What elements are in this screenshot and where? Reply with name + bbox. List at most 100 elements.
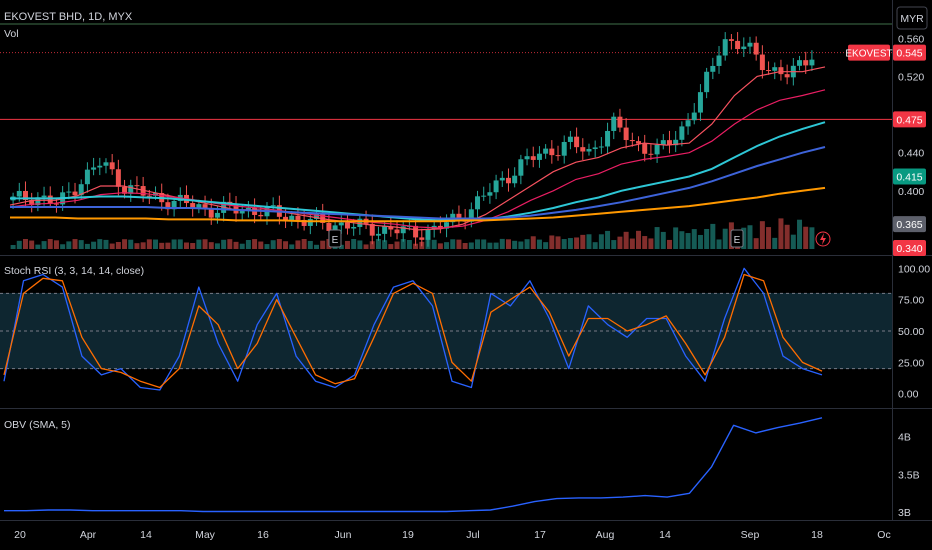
candle-body — [375, 233, 381, 236]
price-tag — [893, 240, 926, 256]
candle-body — [580, 147, 586, 152]
stoch-rsi-pane[interactable] — [0, 267, 892, 391]
time-tick-label: Aug — [596, 529, 615, 541]
volume-bar — [759, 221, 765, 249]
candle-body — [72, 191, 78, 196]
volume-bar — [772, 237, 778, 249]
candle-body — [753, 42, 759, 55]
time-tick-label: 14 — [140, 529, 152, 541]
volume-bar — [301, 239, 307, 249]
candle-body — [444, 222, 450, 229]
symbol-tag-label: EKOVEST — [845, 49, 892, 60]
volume-bar — [134, 243, 140, 249]
time-tick-label: 17 — [534, 529, 546, 541]
volume-bar — [245, 239, 251, 249]
candle-body — [592, 147, 598, 150]
volume-bar — [97, 239, 103, 249]
volume-bar — [679, 231, 685, 249]
volume-bar — [605, 230, 611, 249]
price-tick-label: 0.560 — [898, 33, 924, 45]
volume-bar — [66, 241, 72, 249]
candle-body — [47, 195, 53, 204]
candle-body — [394, 229, 400, 234]
volume-bar — [747, 225, 753, 249]
candle-body — [574, 136, 580, 148]
volume-bar — [530, 236, 536, 249]
candle-body — [388, 226, 394, 230]
candle-body — [456, 213, 462, 219]
volume-bar — [611, 240, 617, 249]
ma-line-ema10 — [9, 66, 826, 231]
symbol-tag — [848, 44, 890, 61]
candle-body — [283, 216, 289, 221]
candle-body — [598, 146, 604, 148]
volume-bar — [784, 224, 790, 249]
volume-bar — [592, 242, 598, 249]
volume-bar — [710, 223, 716, 249]
volume-bar — [753, 238, 759, 249]
earnings-event-marker: E — [328, 229, 342, 248]
candle-body — [475, 196, 481, 210]
volume-bar — [567, 238, 573, 249]
stoch-tick-label: 50.00 — [898, 326, 924, 338]
ma-line-ema200 — [10, 146, 826, 220]
obv-tick-label: 3.5B — [898, 469, 920, 481]
currency-label: MYR — [900, 13, 924, 25]
candle-body — [468, 209, 474, 222]
candle-body — [660, 140, 666, 145]
candle-body — [636, 141, 642, 144]
candle-body — [202, 204, 208, 209]
volume-bar — [468, 242, 474, 249]
time-tick-label: Jun — [335, 529, 352, 541]
volume-bar — [388, 244, 394, 249]
time-tick-label: 14 — [659, 529, 671, 541]
candle-body — [648, 153, 654, 155]
volume-bar — [72, 239, 78, 249]
volume-bar — [481, 239, 487, 249]
candle-body — [425, 229, 431, 240]
candle-body — [295, 215, 301, 220]
stoch-rsi-label: Stoch RSI (3, 3, 14, 14, close) — [4, 265, 144, 277]
volume-bar — [295, 240, 301, 249]
price-tag-label: 0.545 — [896, 48, 922, 60]
volume-bar — [487, 242, 493, 249]
price-tag-label: 0.415 — [896, 172, 922, 184]
volume-bar — [128, 239, 134, 249]
candle-body — [109, 162, 115, 170]
candle-body — [530, 156, 536, 160]
volume-bar — [270, 240, 276, 249]
obv-line — [4, 417, 823, 513]
volume-bar — [190, 243, 196, 249]
candle-body — [289, 215, 295, 221]
volume-bar — [437, 243, 443, 249]
candle-body — [487, 192, 493, 196]
candle-body — [78, 184, 84, 196]
candle-body — [493, 180, 499, 193]
volume-bar — [60, 244, 66, 249]
candle-body — [66, 191, 72, 193]
candle-body — [35, 197, 41, 206]
candle-body — [400, 226, 406, 234]
volume-bar — [35, 244, 41, 249]
volume-bar — [196, 239, 202, 249]
volume-bar — [283, 241, 289, 249]
volume-bar — [183, 242, 189, 249]
event-label: E — [734, 235, 741, 246]
currency-button[interactable]: MYR — [896, 6, 928, 30]
candle-body — [419, 237, 425, 240]
candle-body — [165, 202, 171, 210]
volume-bar — [660, 231, 666, 249]
candle-body — [679, 126, 685, 140]
obv-pane[interactable] — [4, 417, 823, 513]
stoch-k-line — [3, 267, 823, 391]
candle-body — [314, 213, 320, 220]
candle-body — [499, 177, 505, 181]
candle-body — [84, 169, 90, 185]
earnings-event-marker: E — [730, 229, 744, 248]
candle-body — [146, 195, 152, 197]
volume-bar — [691, 229, 697, 249]
candle-body — [115, 169, 121, 187]
volume-bar — [159, 242, 165, 249]
